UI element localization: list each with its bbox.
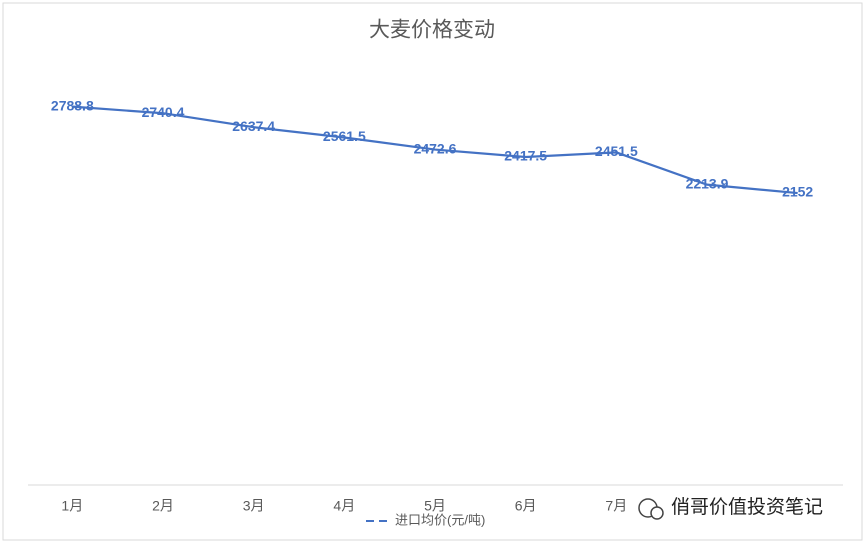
data-label: 2213.9 bbox=[686, 175, 729, 191]
data-label: 2152 bbox=[782, 184, 813, 200]
data-label: 2417.5 bbox=[504, 148, 547, 164]
x-tick-label: 3月 bbox=[243, 498, 265, 514]
x-tick-label: 4月 bbox=[333, 498, 355, 514]
x-tick-label: 6月 bbox=[515, 498, 537, 514]
data-label: 2788.8 bbox=[51, 97, 94, 113]
chart-title: 大麦价格变动 bbox=[369, 19, 495, 42]
x-tick-label: 2月 bbox=[152, 498, 174, 514]
x-tick-label: 1月 bbox=[61, 498, 83, 514]
legend-label: 进口均价(元/吨) bbox=[395, 512, 485, 527]
data-label: 2472.6 bbox=[414, 140, 457, 156]
x-tick-label: 7月 bbox=[605, 498, 627, 514]
watermark: 俏哥价值投资笔记 bbox=[638, 496, 823, 520]
data-label: 2451.5 bbox=[595, 143, 638, 159]
watermark-text: 俏哥价值投资笔记 bbox=[671, 496, 823, 518]
data-line bbox=[72, 105, 798, 195]
data-label: 2740.4 bbox=[142, 104, 185, 120]
data-label: 2637.4 bbox=[232, 118, 275, 134]
data-label: 2561.5 bbox=[323, 128, 366, 144]
watermark-icon bbox=[650, 506, 664, 520]
x-tick-label: 5月 bbox=[424, 498, 446, 514]
